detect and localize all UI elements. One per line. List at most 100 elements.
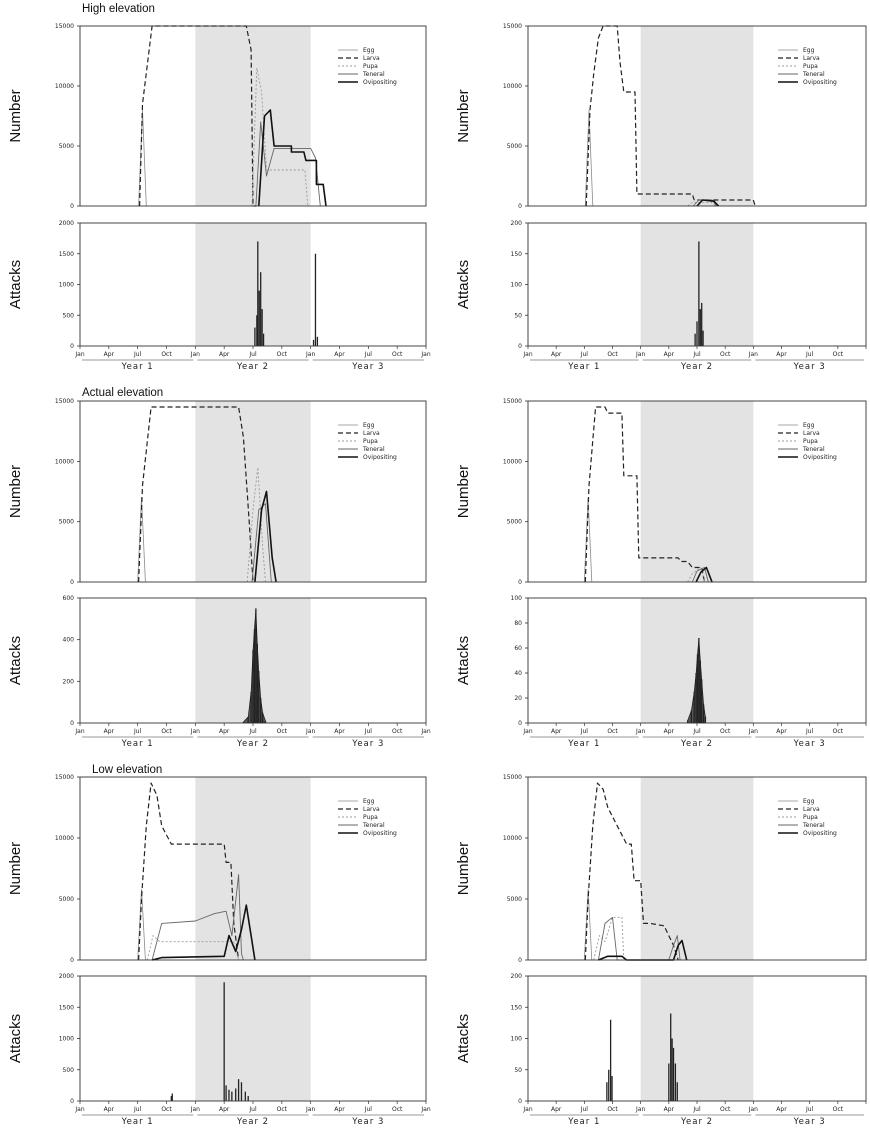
legend-label-egg: Egg	[803, 798, 815, 805]
x-tick-label: Apr	[104, 351, 115, 358]
y-tick-label: 15000	[503, 23, 522, 30]
y-tick-label: 0	[518, 579, 522, 586]
y-tick-label: 5000	[507, 519, 522, 526]
x-tick-label: Jan	[420, 1106, 430, 1113]
series-egg-line	[583, 888, 593, 961]
x-tick-label: Oct	[161, 1106, 172, 1113]
x-tick-label: Jan	[748, 728, 758, 735]
year-label: Year 2	[236, 362, 269, 372]
x-tick-label: Jul	[133, 351, 142, 358]
x-tick-label: Jul	[805, 1106, 814, 1113]
series-larva-line	[584, 782, 679, 961]
legend-label-teneral: Teneral	[362, 71, 385, 78]
legend-label-larva: Larva	[803, 430, 820, 437]
year-label: Year 1	[567, 362, 600, 372]
y-tick-label: 50	[514, 312, 522, 319]
y-axis-label: Attacks	[7, 260, 24, 309]
x-tick-label: Oct	[607, 1106, 618, 1113]
legend-label-teneral: Teneral	[802, 446, 825, 453]
legend-label-egg: Egg	[363, 47, 375, 54]
year2-shading	[195, 777, 311, 960]
x-tick-label: Apr	[104, 1106, 115, 1113]
y-axis-label: Attacks	[455, 636, 472, 685]
y-tick-label: 10000	[55, 458, 74, 465]
y-tick-label: 0	[518, 343, 522, 350]
x-tick-label: Apr	[219, 1106, 230, 1113]
x-tick-label: Jan	[748, 351, 758, 358]
year2-shading	[195, 223, 311, 346]
x-tick-label: Oct	[720, 728, 731, 735]
year-label: Year 1	[121, 362, 154, 372]
row-title-low: Low elevation	[92, 764, 162, 776]
x-tick-label: Oct	[833, 1106, 844, 1113]
legend-label-teneral: Teneral	[802, 71, 825, 78]
x-tick-label: Apr	[334, 351, 345, 358]
legend-label-egg: Egg	[803, 47, 815, 54]
x-tick-label: Jul	[692, 728, 701, 735]
x-tick-label: Oct	[720, 1106, 731, 1113]
year2-shading	[640, 777, 754, 960]
year-label: Year 3	[793, 1117, 826, 1127]
panels-layer: 050001000015000NumberEggLarvaPupaTeneral…	[7, 23, 867, 1127]
plot-frame	[527, 25, 867, 207]
series-ovipositing-line	[696, 199, 720, 207]
series-larva-line	[138, 406, 254, 583]
series-ovipositing-line	[254, 490, 277, 583]
y-tick-label: 1500	[59, 251, 74, 258]
legend-label-egg: Egg	[803, 422, 815, 429]
plot-frame	[79, 25, 427, 207]
x-tick-label: Apr	[551, 1106, 562, 1113]
x-tick-label: Jan	[748, 1106, 758, 1113]
x-tick-label: Jul	[805, 728, 814, 735]
x-tick-label: Apr	[334, 728, 345, 735]
plot-frame	[527, 776, 867, 961]
y-tick-label: 1000	[59, 282, 74, 289]
series-egg-line	[584, 109, 594, 207]
year-label: Year 3	[793, 362, 826, 372]
x-tick-label: Jan	[420, 728, 430, 735]
x-tick-label: Jan	[305, 728, 315, 735]
x-tick-label: Jan	[635, 351, 645, 358]
x-tick-label: Oct	[161, 728, 172, 735]
legend-label-larva: Larva	[363, 806, 380, 813]
x-tick-label: Oct	[277, 1106, 288, 1113]
x-axis-row1-col2: Jan Apr Jul Oct Jan Apr Jul Oct Jan Apr Jul Oct Year…	[522, 346, 867, 372]
x-tick-label: Jan	[190, 1106, 200, 1113]
x-tick-label: Jan	[522, 728, 532, 735]
x-tick-label: Apr	[104, 728, 115, 735]
y-tick-label: 0	[518, 203, 522, 210]
x-tick-label: Oct	[607, 728, 618, 735]
legend-label-ovipositing: Ovipositing	[363, 454, 397, 461]
x-tick-label: Apr	[334, 1106, 345, 1113]
y-tick-label: 0	[70, 579, 74, 586]
x-axis-row2-col1: Jan Apr Jul Oct Jan Apr Jul Oct Jan Apr Jul Oct Jan Y…	[74, 723, 431, 749]
low-right-number: 0 5000 10000 15000 Number EggLarvaPupaTeneral…	[455, 774, 867, 964]
low-left-attacks: 0 500 1000 1500 2000 Attacks	[7, 973, 427, 1105]
actual-left-attacks: 0 200 400 600 Attacks	[7, 595, 427, 727]
y-tick-label: 10000	[503, 83, 522, 90]
plot-frame	[527, 400, 867, 583]
legend-label-pupa: Pupa	[803, 63, 818, 70]
x-tick-label: Apr	[776, 728, 787, 735]
series-pupa-line	[246, 466, 266, 583]
actual-right-number: 0 5000 10000 15000 Number EggLarvaPupaTeneral…	[455, 398, 867, 586]
y-tick-label: 5000	[59, 519, 74, 526]
x-tick-label: Jan	[190, 351, 200, 358]
year-label: Year 3	[793, 739, 826, 749]
x-tick-label: Jul	[364, 728, 373, 735]
series-larva-line	[584, 406, 706, 583]
series-ovipositing-line	[151, 904, 256, 961]
legend-label-larva: Larva	[363, 430, 380, 437]
year-label: Year 2	[680, 739, 713, 749]
y-tick-label: 5000	[59, 143, 74, 150]
y-axis-label: Number	[7, 842, 24, 895]
year-label: Year 3	[351, 1117, 384, 1127]
x-tick-label: Apr	[664, 351, 675, 358]
series-larva-line	[585, 25, 756, 207]
series-pupa-line	[687, 567, 705, 583]
y-axis-label: Attacks	[7, 1014, 24, 1063]
y-tick-label: 150	[511, 1004, 523, 1011]
